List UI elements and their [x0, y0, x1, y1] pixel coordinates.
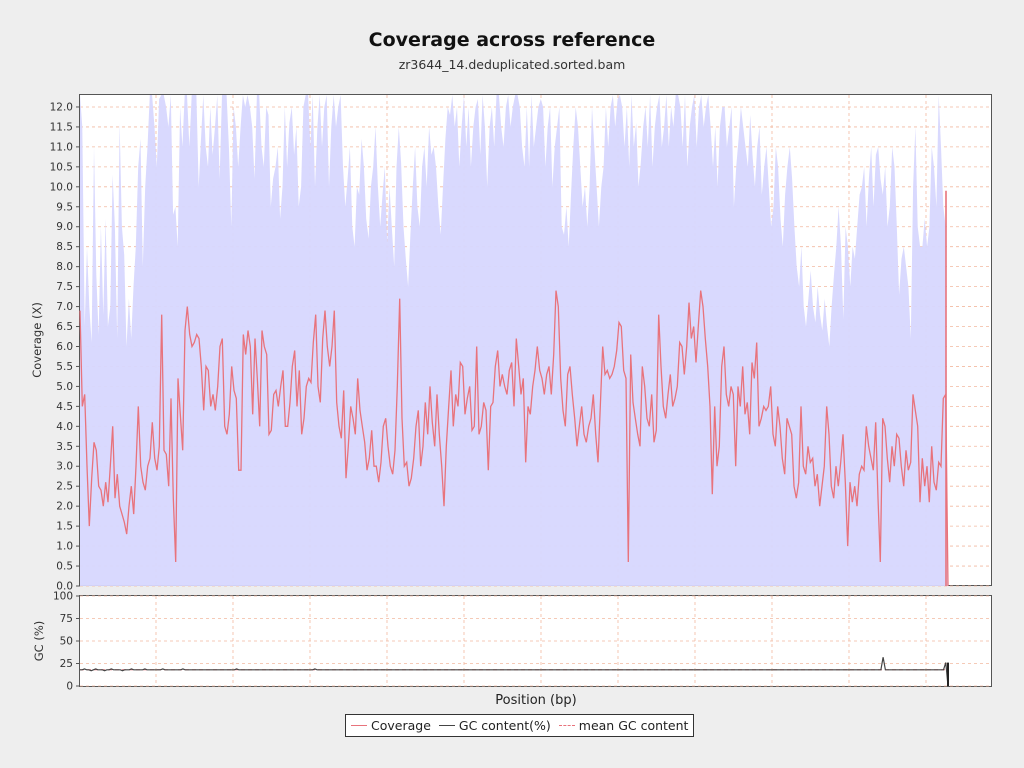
coverage-tick-label: 10.0: [50, 181, 73, 193]
x-axis-label: Position (bp): [495, 693, 576, 708]
coverage-tick-label: 0.0: [56, 581, 73, 593]
coverage-line: [79, 190, 949, 587]
coverage-tick-label: 2.5: [56, 481, 73, 493]
coverage-tick-label: 8.5: [56, 241, 73, 253]
coverage-tick-label: 7.0: [56, 301, 73, 313]
coverage-tick-label: 5.5: [56, 361, 73, 373]
coverage-tick-label: 2.0: [56, 501, 73, 513]
coverage-tick-label: 3.0: [56, 461, 73, 473]
gc-tick-label: 25: [60, 658, 73, 670]
coverage-series-path: [79, 290, 949, 587]
gc-grid: [80, 595, 991, 687]
coverage-envelope-path: [80, 95, 948, 586]
coverage-panel: 0.0 0.5 1.0 1.5 2.0 2.5 3.0 3.5 4.0 4.5 5.0 5.5 6.0 6…: [30, 94, 992, 593]
coverage-tick-label: 12.0: [50, 101, 73, 113]
mean-gc-swatch-icon: [558, 725, 575, 726]
coverage-tick-label: 6.5: [56, 321, 73, 333]
coverage-envelope-area: [80, 95, 948, 586]
coverage-tick-label: 7.5: [56, 281, 73, 293]
gc-swatch-icon: [438, 725, 455, 726]
chart-title: Coverage across reference: [368, 29, 656, 51]
coverage-tick-label: 6.0: [56, 341, 73, 353]
coverage-tick-label: 9.5: [56, 201, 73, 213]
chart-subtitle: zr3644_14.deduplicated.sorted.bam: [398, 57, 626, 72]
legend-item-mean-gc: mean GC content: [558, 718, 689, 733]
coverage-tick-label: 4.5: [56, 401, 73, 413]
coverage-tick-label: 3.5: [56, 441, 73, 453]
coverage-tick-label: 8.0: [56, 261, 73, 273]
coverage-tick-label: 1.5: [56, 521, 73, 533]
gc-content-line: [80, 657, 949, 687]
gc-tick-label: 50: [60, 636, 73, 648]
coverage-y-axis-label: Coverage (X): [30, 302, 44, 378]
coverage-tick-label: 5.0: [56, 381, 73, 393]
legend-item-coverage: Coverage: [351, 718, 431, 733]
coverage-tick-label: 11.5: [50, 121, 73, 133]
legend: Coverage GC content(%) mean GC content: [345, 714, 695, 737]
legend-label-gc: GC content(%): [458, 718, 551, 733]
gc-tick-label: 0: [66, 681, 73, 693]
coverage-tick-label: 1.0: [56, 541, 73, 553]
coverage-tick-label: 11.0: [50, 141, 73, 153]
coverage-tick-label: 4.0: [56, 421, 73, 433]
gc-y-axis-label: GC (%): [32, 621, 46, 662]
gc-tick-label: 100: [53, 591, 73, 603]
gc-tick-label: 75: [60, 613, 73, 625]
legend-item-gc: GC content(%): [438, 718, 551, 733]
coverage-y-ticks: 0.0 0.5 1.0 1.5 2.0 2.5 3.0 3.5 4.0 4.5 5.0 5.5 6.0 6…: [50, 101, 80, 593]
coverage-tick-label: 9.0: [56, 221, 73, 233]
gc-y-ticks: 0 25 50 75 100: [53, 591, 80, 693]
coverage-tick-label: 0.5: [56, 561, 73, 573]
gc-series-path: [80, 657, 949, 687]
coverage-tick-label: 10.5: [50, 161, 73, 173]
coverage-swatch-icon: [351, 725, 367, 726]
legend-label-coverage: Coverage: [371, 718, 431, 733]
legend-label-mean-gc: mean GC content: [578, 718, 689, 733]
gc-panel: 0 25 50 75 100 GC (%): [32, 591, 992, 693]
